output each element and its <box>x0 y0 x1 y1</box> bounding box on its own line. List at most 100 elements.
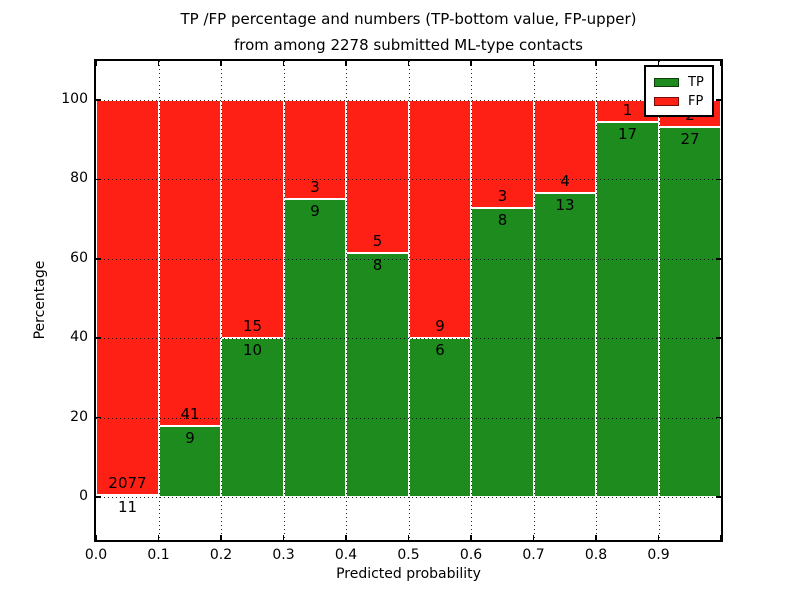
tp-count-label: 17 <box>617 125 638 144</box>
x-tick-label: 0.8 <box>584 547 608 563</box>
x-tick-mark <box>407 61 410 66</box>
grid-line-vertical <box>471 61 472 540</box>
grid-line-vertical <box>283 61 285 540</box>
legend-label-fp: FP <box>688 93 704 109</box>
y-tick-label: 100 <box>61 90 88 107</box>
fp-swatch-icon <box>654 96 679 106</box>
x-tick-mark <box>720 535 722 540</box>
x-tick-label: 0.1 <box>147 547 170 563</box>
legend-item-fp: FP <box>654 92 705 110</box>
grid-line-horizontal <box>96 338 721 340</box>
tp-count-label: 9 <box>310 202 320 221</box>
x-tick-mark <box>220 535 222 540</box>
y-tick-label: 0 <box>79 488 88 505</box>
tp-count-label: 6 <box>435 341 445 360</box>
y-tick-mark <box>96 496 101 498</box>
x-tick-mark <box>157 61 160 66</box>
fp-count-label: 2077 <box>108 473 147 492</box>
fp-bar-segment <box>96 99 159 495</box>
tp-count-label: 8 <box>372 255 383 274</box>
x-tick-mark <box>95 535 97 540</box>
y-axis-label: Percentage <box>32 260 48 340</box>
x-tick-label: 0.5 <box>397 547 420 563</box>
grid-line-vertical <box>408 61 410 540</box>
y-tick-mark <box>96 178 101 181</box>
x-tick-label: 0.2 <box>209 547 233 563</box>
fp-count-label: 41 <box>180 404 200 423</box>
grid-line-vertical <box>221 61 222 540</box>
grid-line-vertical <box>533 61 535 540</box>
fp-bar-segment <box>158 99 221 426</box>
x-tick-mark <box>282 61 285 66</box>
fp-count-label: 5 <box>372 231 383 250</box>
x-tick-mark <box>157 535 160 540</box>
fp-bar-segment <box>221 99 284 339</box>
fp-count-label: 4 <box>560 172 570 191</box>
plot-area: TP FP 207711419151039589638413117227 <box>94 59 723 542</box>
fp-count-label: 15 <box>242 317 263 336</box>
tp-count-label: 11 <box>117 497 138 516</box>
grid-line-horizontal <box>96 258 721 260</box>
x-tick-mark <box>345 61 347 66</box>
grid-line-horizontal <box>96 179 721 181</box>
x-tick-mark <box>532 535 535 540</box>
x-tick-label: 0.9 <box>647 547 670 563</box>
tp-bar-segment <box>658 127 721 498</box>
grid-line-vertical <box>658 61 660 540</box>
legend-label-tp: TP <box>688 74 704 90</box>
tp-bar-segment <box>96 494 159 498</box>
grid-line-horizontal <box>96 497 721 499</box>
fp-bar-segment <box>283 99 346 200</box>
y-tick-mark <box>716 416 721 419</box>
x-tick-mark <box>720 61 722 66</box>
chart-title-line2: from among 2278 submitted ML-type contac… <box>234 36 583 54</box>
y-tick-mark <box>96 258 101 260</box>
fp-count-label: 9 <box>435 317 445 336</box>
x-tick-mark <box>407 535 410 540</box>
y-tick-mark <box>716 258 721 260</box>
x-tick-mark <box>345 535 347 540</box>
legend-item-tp: TP <box>654 73 705 91</box>
y-tick-label: 60 <box>70 249 88 266</box>
x-tick-label: 0.0 <box>84 547 108 563</box>
tp-bar-segment <box>346 252 409 498</box>
y-tick-mark <box>96 416 101 419</box>
tp-count-label: 8 <box>497 211 508 230</box>
fp-bar-segment <box>346 99 409 253</box>
x-tick-mark <box>657 535 660 540</box>
chart-title-line1: TP /FP percentage and numbers (TP-bottom… <box>180 10 637 28</box>
x-tick-mark <box>220 61 222 66</box>
y-tick-label: 80 <box>70 170 88 187</box>
x-tick-label: 0.3 <box>272 547 295 563</box>
grid-line-vertical <box>346 61 347 540</box>
tp-bar-segment <box>596 122 659 498</box>
x-tick-label: 0.7 <box>522 547 545 563</box>
y-tick-label: 20 <box>70 408 88 425</box>
x-tick-label: 0.6 <box>459 547 483 563</box>
fp-count-label: 3 <box>497 187 508 206</box>
x-tick-label: 0.4 <box>334 547 358 563</box>
y-tick-mark <box>716 178 721 181</box>
tp-bar-segment <box>158 425 221 498</box>
x-tick-mark <box>532 61 535 66</box>
grid-line-vertical <box>596 61 597 540</box>
fp-count-label: 1 <box>622 101 633 120</box>
tp-bar-segment <box>533 193 596 498</box>
grid-line-horizontal <box>96 417 721 419</box>
tp-bar-segment <box>283 199 346 498</box>
x-axis-label: Predicted probability <box>336 566 481 582</box>
legend: TP FP <box>644 65 714 117</box>
tp-swatch-icon <box>654 77 679 87</box>
grid-line-horizontal <box>96 99 721 101</box>
x-tick-mark <box>95 61 97 66</box>
tp-count-label: 10 <box>242 341 263 360</box>
grid-line-vertical <box>158 61 160 540</box>
fp-count-label: 3 <box>310 178 320 197</box>
x-tick-mark <box>470 61 472 66</box>
fp-bar-segment <box>408 99 471 339</box>
y-tick-mark <box>96 99 101 101</box>
tp-count-label: 9 <box>185 428 195 447</box>
x-tick-mark <box>657 61 660 66</box>
y-tick-mark <box>716 99 721 101</box>
